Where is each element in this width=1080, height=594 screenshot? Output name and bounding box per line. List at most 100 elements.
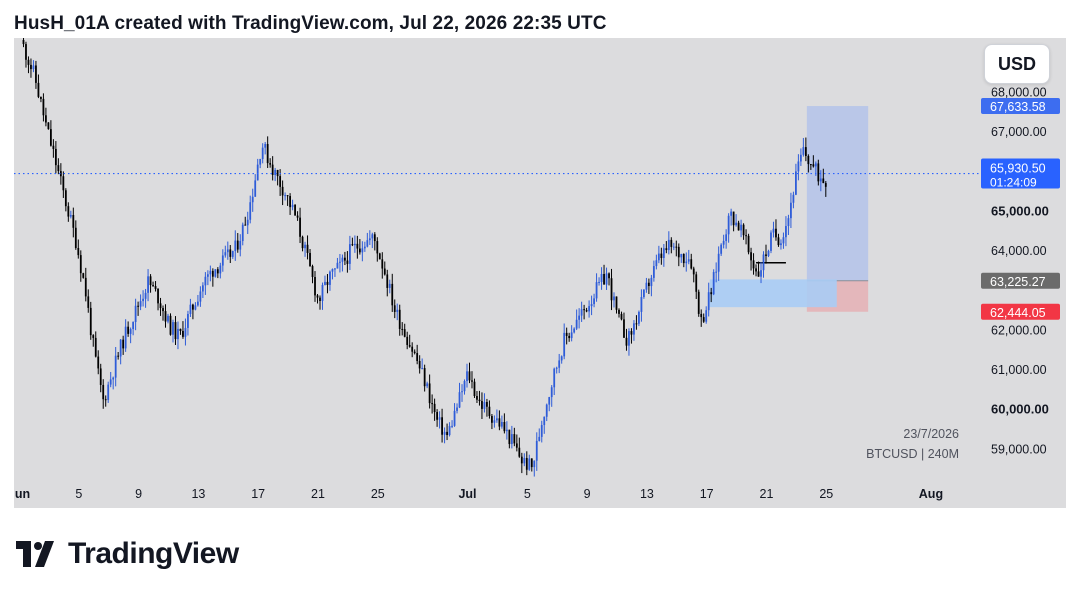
candle-countdown-label: 01:24:09 xyxy=(990,176,1037,190)
candle-body xyxy=(620,313,623,320)
candle xyxy=(742,223,745,240)
candle-body xyxy=(423,368,426,387)
candle-body xyxy=(378,253,381,260)
candle xyxy=(555,366,558,374)
candle xyxy=(264,141,267,155)
candle xyxy=(42,93,45,122)
candle xyxy=(595,273,598,302)
candle xyxy=(84,267,87,302)
candle-body xyxy=(254,180,257,197)
candle xyxy=(104,395,107,407)
tradingview-footer[interactable]: TradingView xyxy=(16,537,239,571)
candle-body xyxy=(667,239,670,251)
candle-body xyxy=(446,431,448,436)
candle xyxy=(525,451,528,476)
candle xyxy=(291,199,294,211)
candle xyxy=(329,270,331,291)
candle-body xyxy=(461,391,463,393)
candle-body xyxy=(433,403,436,413)
candle-body xyxy=(197,301,199,306)
candle xyxy=(807,154,810,173)
candle-body xyxy=(670,239,673,247)
candle-body xyxy=(139,301,142,307)
symbol-interval-label: BTCUSD | 240M xyxy=(866,447,959,461)
candle-body xyxy=(224,252,227,256)
candle-body xyxy=(613,296,615,301)
candle-body xyxy=(523,457,526,464)
candle-series xyxy=(22,38,827,477)
candle-body xyxy=(685,261,688,264)
candle xyxy=(456,403,458,414)
candle xyxy=(787,214,790,235)
x-axis-tick-label: 9 xyxy=(135,487,142,501)
candle xyxy=(560,355,563,364)
candle xyxy=(269,158,272,168)
candle xyxy=(25,41,27,68)
chart-panel[interactable]: 59,000.00 60,000.00 61,000.00 62,000.00 64,0… xyxy=(14,38,1066,508)
candle-body xyxy=(421,368,424,370)
candle xyxy=(792,191,795,209)
candle xyxy=(677,243,680,267)
candle xyxy=(503,413,506,434)
candle xyxy=(757,261,760,277)
candle xyxy=(206,270,209,286)
candle xyxy=(580,301,583,322)
candle xyxy=(117,351,120,360)
y-axis-tick-label: 65,000.00 xyxy=(991,203,1049,218)
candle xyxy=(426,381,429,389)
candle-body xyxy=(311,266,314,278)
candle xyxy=(294,204,296,216)
candle xyxy=(129,327,132,344)
candle-body xyxy=(451,425,453,427)
candle-body xyxy=(373,234,376,242)
chart-background xyxy=(14,38,1066,508)
candle-body xyxy=(189,304,192,314)
candle xyxy=(727,213,730,243)
candle xyxy=(822,168,825,184)
candle-body xyxy=(802,147,805,155)
btcusd-candlestick-chart[interactable]: 59,000.00 60,000.00 61,000.00 62,000.00 64,0… xyxy=(14,38,1066,508)
candle-body xyxy=(443,431,446,435)
candle-body xyxy=(204,276,207,286)
candle xyxy=(473,378,476,398)
candle xyxy=(508,429,511,449)
candle xyxy=(72,207,75,238)
candle-body xyxy=(246,219,249,226)
candle-body xyxy=(418,360,421,369)
candle xyxy=(89,301,92,340)
candle-body xyxy=(363,246,366,249)
candle-body xyxy=(134,305,137,323)
candle xyxy=(428,374,431,409)
candle-body xyxy=(682,253,685,264)
candle xyxy=(505,421,508,440)
candle xyxy=(281,180,284,206)
entry-price-tag-bg xyxy=(981,272,1060,289)
currency-selector-button[interactable]: USD xyxy=(984,44,1050,84)
candle-body xyxy=(605,273,608,285)
candle-body xyxy=(114,355,117,378)
candle xyxy=(672,242,675,251)
candle-body xyxy=(585,310,588,312)
candle-body xyxy=(167,315,169,322)
candle xyxy=(401,322,404,336)
candle xyxy=(304,241,306,257)
candle xyxy=(74,220,77,250)
candle xyxy=(593,293,595,308)
candle-body xyxy=(326,281,329,285)
chart-attribution-header: HusH_01A created with TradingView.com, J… xyxy=(14,13,607,34)
candle-body xyxy=(416,353,419,361)
candle-body xyxy=(47,122,50,130)
candle-body xyxy=(518,447,521,457)
candle xyxy=(466,363,468,388)
candle-body xyxy=(142,298,144,302)
candle-body xyxy=(640,297,643,312)
candle xyxy=(804,137,807,162)
demand-zone-box xyxy=(709,279,837,308)
tradingview-brand-text: TradingView xyxy=(68,537,239,570)
candle xyxy=(530,458,533,472)
candle-body xyxy=(393,305,396,312)
candle xyxy=(453,403,456,427)
candle xyxy=(326,274,329,294)
candle xyxy=(334,267,336,277)
candle xyxy=(309,249,311,267)
